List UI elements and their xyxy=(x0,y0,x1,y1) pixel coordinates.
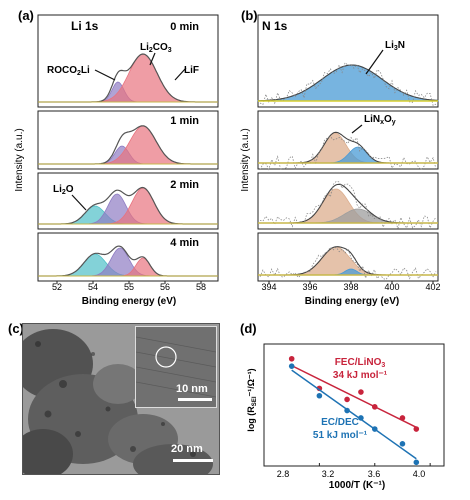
b-xtick: 394 xyxy=(261,282,276,292)
b-xtick: 402 xyxy=(425,282,440,292)
annotation-arrow xyxy=(71,194,87,211)
time-label-0: 0 min xyxy=(170,21,199,33)
b-xtick: 396 xyxy=(302,282,317,292)
d-xtick: 3.2 xyxy=(322,469,335,479)
scalebar-inset-label: 10 nm xyxy=(176,383,208,395)
scalebar-inset xyxy=(178,398,212,401)
scalebar-main-label: 20 nm xyxy=(171,443,203,455)
a-xtick: 55 xyxy=(124,282,134,292)
a-xtick: 58 xyxy=(196,282,206,292)
annotation-arrow xyxy=(94,69,116,81)
scalebar-main xyxy=(173,459,213,462)
data-point-0 xyxy=(371,404,378,410)
n1s-raw-data xyxy=(259,246,437,280)
legend-fec-energy: 34 kJ mol⁻¹ xyxy=(333,370,388,381)
annot-li3n: Li3N xyxy=(385,40,405,52)
n1s-spectrum-2 xyxy=(257,172,439,230)
panel-d-label: (d) xyxy=(240,321,257,336)
panel-a-label: (a) xyxy=(18,8,34,23)
n1s-raw-data xyxy=(259,180,437,230)
data-point-0 xyxy=(288,355,295,362)
panel-b-label: (b) xyxy=(241,8,258,23)
a-xtick: 56 xyxy=(160,282,170,292)
data-point-1 xyxy=(288,363,295,369)
li1s-spectrum-3 xyxy=(37,232,219,282)
annot-roco2li: ROCO2Li xyxy=(47,65,90,77)
annot-li2o: Li2O xyxy=(53,184,74,196)
data-point-0 xyxy=(344,396,350,403)
a-xlabel: Binding energy (eV) xyxy=(82,296,176,307)
li-element-label: Li 1s xyxy=(71,19,99,33)
a-xtick: 52 xyxy=(52,282,62,292)
data-point-0 xyxy=(358,389,364,395)
panel-d-plot xyxy=(263,343,445,467)
annot-linxoy: LiNxOy xyxy=(364,114,396,126)
panel-a xyxy=(37,14,219,284)
legend-fec: FEC/LiNO3 xyxy=(335,357,386,369)
n1s-spectrum-1 xyxy=(257,110,439,171)
d-xtick: 4.0 xyxy=(413,469,426,479)
annotation-arrow xyxy=(174,67,187,81)
b-ylabel: Intensity (a.u.) xyxy=(240,128,251,191)
time-label-3: 4 min xyxy=(170,237,199,249)
a-xtick: 54 xyxy=(88,282,98,292)
d-ylabel: log (RSEI⁻¹/Ω⁻¹) xyxy=(246,368,258,431)
data-point-0 xyxy=(316,385,323,392)
time-label-2: 2 min xyxy=(170,179,199,191)
annotation-arrow xyxy=(351,124,363,134)
tem-inset-texture xyxy=(136,327,216,407)
time-label-1: 1 min xyxy=(170,115,199,127)
n1s-raw-data xyxy=(259,61,437,106)
data-point-1 xyxy=(413,459,420,466)
data-point-0 xyxy=(413,426,420,432)
data-point-0 xyxy=(399,415,406,421)
data-point-1 xyxy=(316,392,323,399)
annot-lif: LiF xyxy=(184,65,199,76)
a-ylabel: Intensity (a.u.) xyxy=(14,128,25,191)
d-xlabel: 1000/T (K⁻¹) xyxy=(329,480,385,491)
d-xtick: 3.6 xyxy=(368,469,381,479)
n1s-spectrum-0 xyxy=(257,14,439,108)
b-xtick: 398 xyxy=(343,282,358,292)
d-frame xyxy=(263,343,445,467)
b-xtick: 400 xyxy=(384,282,399,292)
legend-ecdec: EC/DEC xyxy=(321,417,359,428)
n1s-envelope xyxy=(258,64,439,102)
lattice-circle xyxy=(155,346,177,368)
b-xlabel: Binding energy (eV) xyxy=(305,296,399,307)
panel-c-label: (c) xyxy=(8,321,24,336)
li1s-spectrum-1 xyxy=(37,110,219,170)
li1s-spectrum-0 xyxy=(37,14,219,108)
tem-image: 10 nm 20 nm xyxy=(22,323,220,475)
annotation-arrow xyxy=(365,49,384,75)
data-point-1 xyxy=(358,415,364,421)
fit-line-1 xyxy=(291,369,417,460)
n1s-spectrum-3 xyxy=(257,232,439,282)
li1s-spectrum-2 xyxy=(37,172,219,230)
data-point-1 xyxy=(399,441,406,447)
legend-ecdec-energy: 51 kJ mol⁻¹ xyxy=(313,430,368,441)
panel-b xyxy=(257,14,439,284)
data-point-1 xyxy=(371,426,378,432)
n-element-label: N 1s xyxy=(262,19,288,33)
annotation-arrow xyxy=(149,52,156,66)
d-xtick: 2.8 xyxy=(277,469,290,479)
tem-inset: 10 nm xyxy=(135,326,217,408)
fit-line-0 xyxy=(291,364,417,429)
annot-li2co3: Li2CO3 xyxy=(140,42,172,54)
data-point-1 xyxy=(344,407,350,414)
